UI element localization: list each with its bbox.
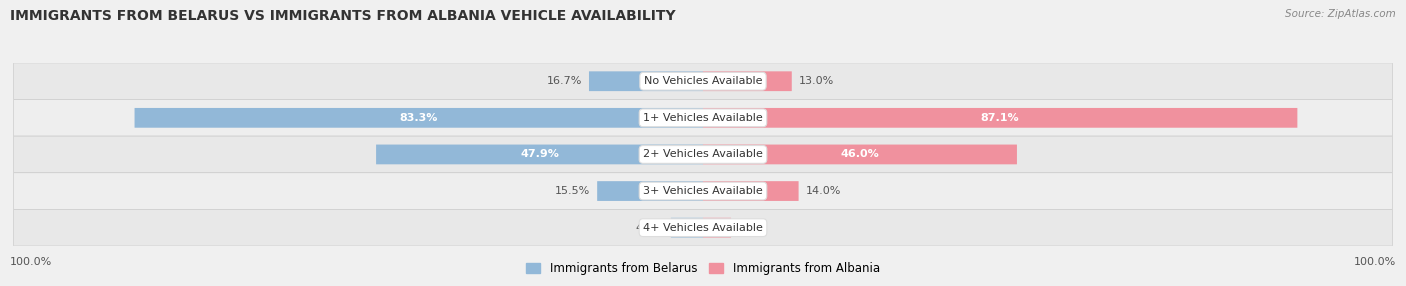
Text: 46.0%: 46.0% [841, 150, 879, 159]
Text: Source: ZipAtlas.com: Source: ZipAtlas.com [1285, 9, 1396, 19]
Text: 83.3%: 83.3% [399, 113, 439, 123]
Text: No Vehicles Available: No Vehicles Available [644, 76, 762, 86]
FancyBboxPatch shape [703, 108, 1298, 128]
Text: 4.7%: 4.7% [636, 223, 664, 233]
Text: 4+ Vehicles Available: 4+ Vehicles Available [643, 223, 763, 233]
Text: 13.0%: 13.0% [799, 76, 834, 86]
Text: IMMIGRANTS FROM BELARUS VS IMMIGRANTS FROM ALBANIA VEHICLE AVAILABILITY: IMMIGRANTS FROM BELARUS VS IMMIGRANTS FR… [10, 9, 675, 23]
FancyBboxPatch shape [671, 218, 703, 238]
Text: 4.1%: 4.1% [738, 223, 766, 233]
FancyBboxPatch shape [598, 181, 703, 201]
Text: 2+ Vehicles Available: 2+ Vehicles Available [643, 150, 763, 159]
FancyBboxPatch shape [135, 108, 703, 128]
Text: 47.9%: 47.9% [520, 150, 560, 159]
Text: 100.0%: 100.0% [1354, 257, 1396, 267]
Text: 15.5%: 15.5% [555, 186, 591, 196]
Legend: Immigrants from Belarus, Immigrants from Albania: Immigrants from Belarus, Immigrants from… [522, 258, 884, 280]
FancyBboxPatch shape [703, 181, 799, 201]
Text: 1+ Vehicles Available: 1+ Vehicles Available [643, 113, 763, 123]
Text: 16.7%: 16.7% [547, 76, 582, 86]
Text: 100.0%: 100.0% [10, 257, 52, 267]
FancyBboxPatch shape [14, 63, 1392, 100]
FancyBboxPatch shape [375, 144, 703, 164]
FancyBboxPatch shape [703, 144, 1017, 164]
Text: 14.0%: 14.0% [806, 186, 841, 196]
FancyBboxPatch shape [703, 71, 792, 91]
FancyBboxPatch shape [14, 136, 1392, 173]
FancyBboxPatch shape [703, 218, 731, 238]
FancyBboxPatch shape [14, 209, 1392, 246]
Text: 3+ Vehicles Available: 3+ Vehicles Available [643, 186, 763, 196]
FancyBboxPatch shape [14, 100, 1392, 136]
FancyBboxPatch shape [589, 71, 703, 91]
Text: 87.1%: 87.1% [981, 113, 1019, 123]
FancyBboxPatch shape [14, 173, 1392, 209]
